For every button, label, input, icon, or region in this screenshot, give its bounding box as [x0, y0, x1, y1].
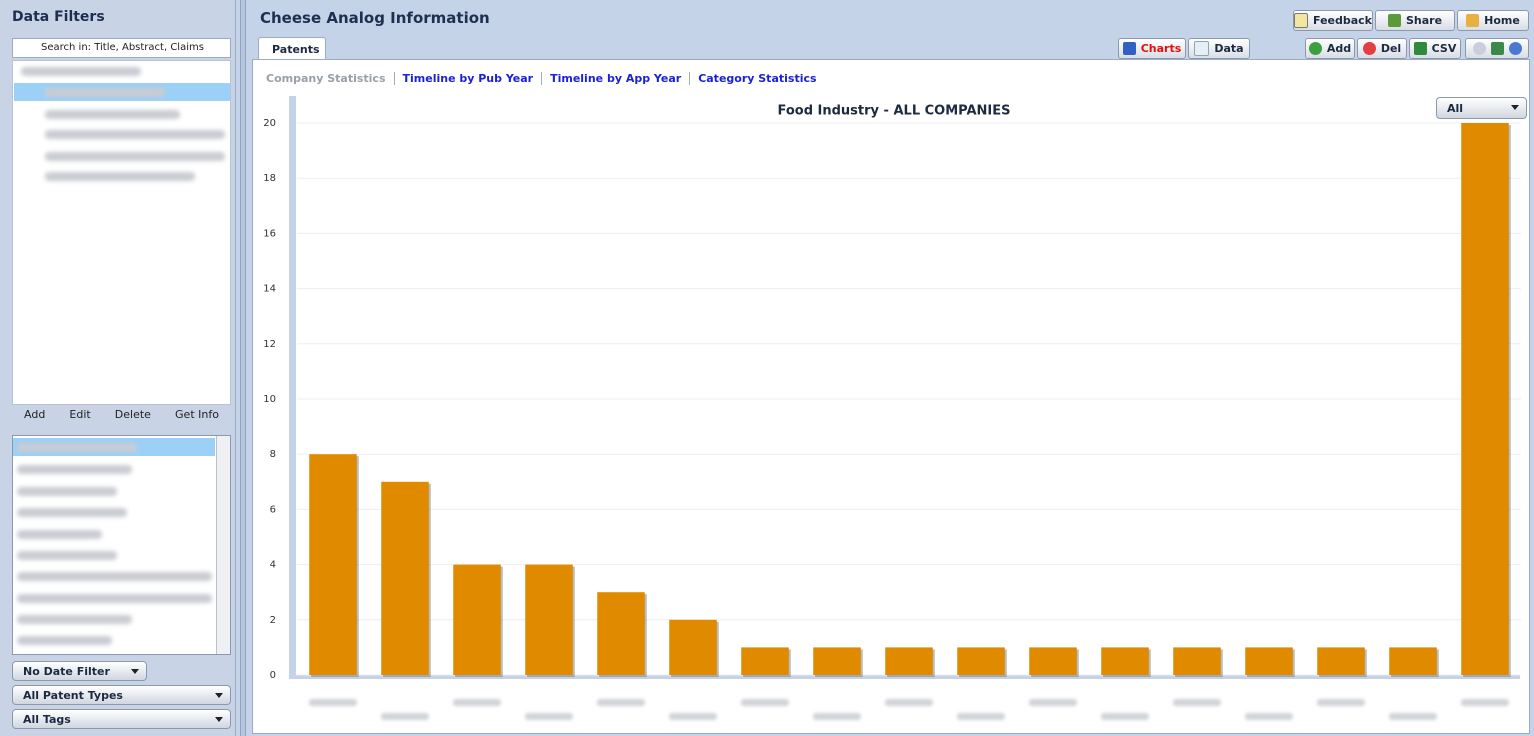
x-tick-label-blurred	[741, 699, 789, 706]
tag-filter[interactable]: All Tags	[12, 709, 231, 729]
del-button[interactable]: Del	[1357, 38, 1407, 59]
label: Data	[1214, 42, 1244, 55]
filters-panel: Data Filters Search in: Title, Abstract,…	[0, 0, 236, 736]
bar	[957, 647, 1005, 675]
y-tick-label: 10	[263, 394, 276, 405]
x-tick-label-blurred	[597, 699, 645, 706]
y-tick-label: 2	[270, 615, 276, 626]
label: Feedback	[1313, 14, 1372, 27]
label: CSV	[1431, 42, 1457, 55]
x-tick-label-blurred	[453, 699, 501, 706]
patents-tab[interactable]: Patents	[258, 37, 326, 60]
x-tick-label-blurred	[957, 713, 1005, 720]
x-tick-label-blurred	[813, 713, 861, 720]
bar	[597, 592, 645, 675]
x-tick-label-blurred	[1029, 699, 1077, 706]
category-link[interactable]: Category Statistics	[689, 72, 824, 85]
bar	[741, 647, 789, 675]
y-tick-label: 12	[263, 339, 276, 350]
chart-filter[interactable]: All	[1436, 97, 1527, 119]
y-tick-label: 8	[270, 449, 276, 460]
bar	[381, 481, 429, 675]
bar	[1245, 647, 1293, 675]
x-tick-label-blurred	[669, 713, 717, 720]
chart-title: Food Industry - ALL COMPANIES	[777, 104, 1010, 119]
bar	[1101, 647, 1149, 675]
add-link[interactable]: Add	[24, 408, 46, 421]
share-button[interactable]: Share	[1375, 10, 1455, 31]
date-filter[interactable]: No Date Filter	[12, 661, 147, 681]
app-year-link[interactable]: Timeline by App Year	[541, 72, 689, 85]
page-title: Cheese Analog Information	[260, 9, 490, 27]
pub-year-link[interactable]: Timeline by Pub Year	[393, 72, 542, 85]
bar	[1029, 647, 1077, 675]
bar	[1317, 647, 1365, 675]
home-button[interactable]: Home	[1457, 10, 1529, 31]
label: Charts	[1140, 42, 1182, 55]
tree	[12, 60, 231, 405]
bar	[525, 564, 573, 675]
bar	[1461, 123, 1509, 675]
type-filter[interactable]: All Patent Types	[12, 685, 231, 705]
x-tick-label-blurred	[381, 713, 429, 720]
company-list	[12, 435, 231, 655]
y-tick-label: 0	[270, 670, 276, 681]
add-button[interactable]: Add	[1305, 38, 1355, 59]
chart-links: Company Statistics Timeline by Pub Year …	[258, 72, 825, 85]
y-tick-label: 14	[263, 284, 276, 295]
bar	[1173, 647, 1221, 675]
search-box[interactable]: Search in: Title, Abstract, Claims	[12, 38, 231, 58]
label: Del	[1380, 42, 1402, 55]
bar	[885, 647, 933, 675]
charts-button[interactable]: Charts	[1118, 38, 1186, 59]
y-tick-label: 20	[263, 118, 276, 129]
x-tick-label-blurred	[1173, 699, 1221, 706]
label: Home	[1484, 14, 1520, 27]
x-tick-label-blurred	[525, 713, 573, 720]
delete-link[interactable]: Delete	[114, 408, 151, 421]
label: Add	[1326, 42, 1352, 55]
x-tick-label-blurred	[309, 699, 357, 706]
bar	[1389, 647, 1437, 675]
info-link[interactable]: Get Info	[175, 408, 219, 421]
csv-button[interactable]: CSV	[1409, 38, 1461, 59]
edit-link[interactable]: Edit	[69, 408, 91, 421]
y-tick-label: 18	[263, 173, 276, 184]
bar	[453, 564, 501, 675]
y-tick-label: 4	[270, 560, 276, 571]
x-tick-label-blurred	[1101, 713, 1149, 720]
bar	[669, 619, 717, 675]
filters-title: Data Filters	[12, 9, 105, 25]
y-axis	[289, 96, 296, 678]
feedback-button[interactable]: Feedback	[1293, 10, 1373, 31]
tool-buttons[interactable]	[1465, 38, 1529, 59]
bar	[309, 454, 357, 675]
x-tick-label-blurred	[1461, 699, 1509, 706]
x-tick-label-blurred	[1245, 713, 1293, 720]
x-tick-label-blurred	[885, 699, 933, 706]
label: Share	[1405, 14, 1443, 27]
x-tick-label-blurred	[1317, 699, 1365, 706]
splitter[interactable]	[240, 0, 246, 736]
data-button[interactable]: Data	[1188, 38, 1250, 59]
tree-actions: Add Edit Delete Get Info	[12, 408, 231, 421]
y-tick-label: 6	[270, 504, 276, 515]
y-tick-label: 16	[263, 228, 276, 239]
bar	[813, 647, 861, 675]
company-statistics-link[interactable]: Company Statistics	[266, 72, 386, 85]
x-tick-label-blurred	[1389, 713, 1437, 720]
